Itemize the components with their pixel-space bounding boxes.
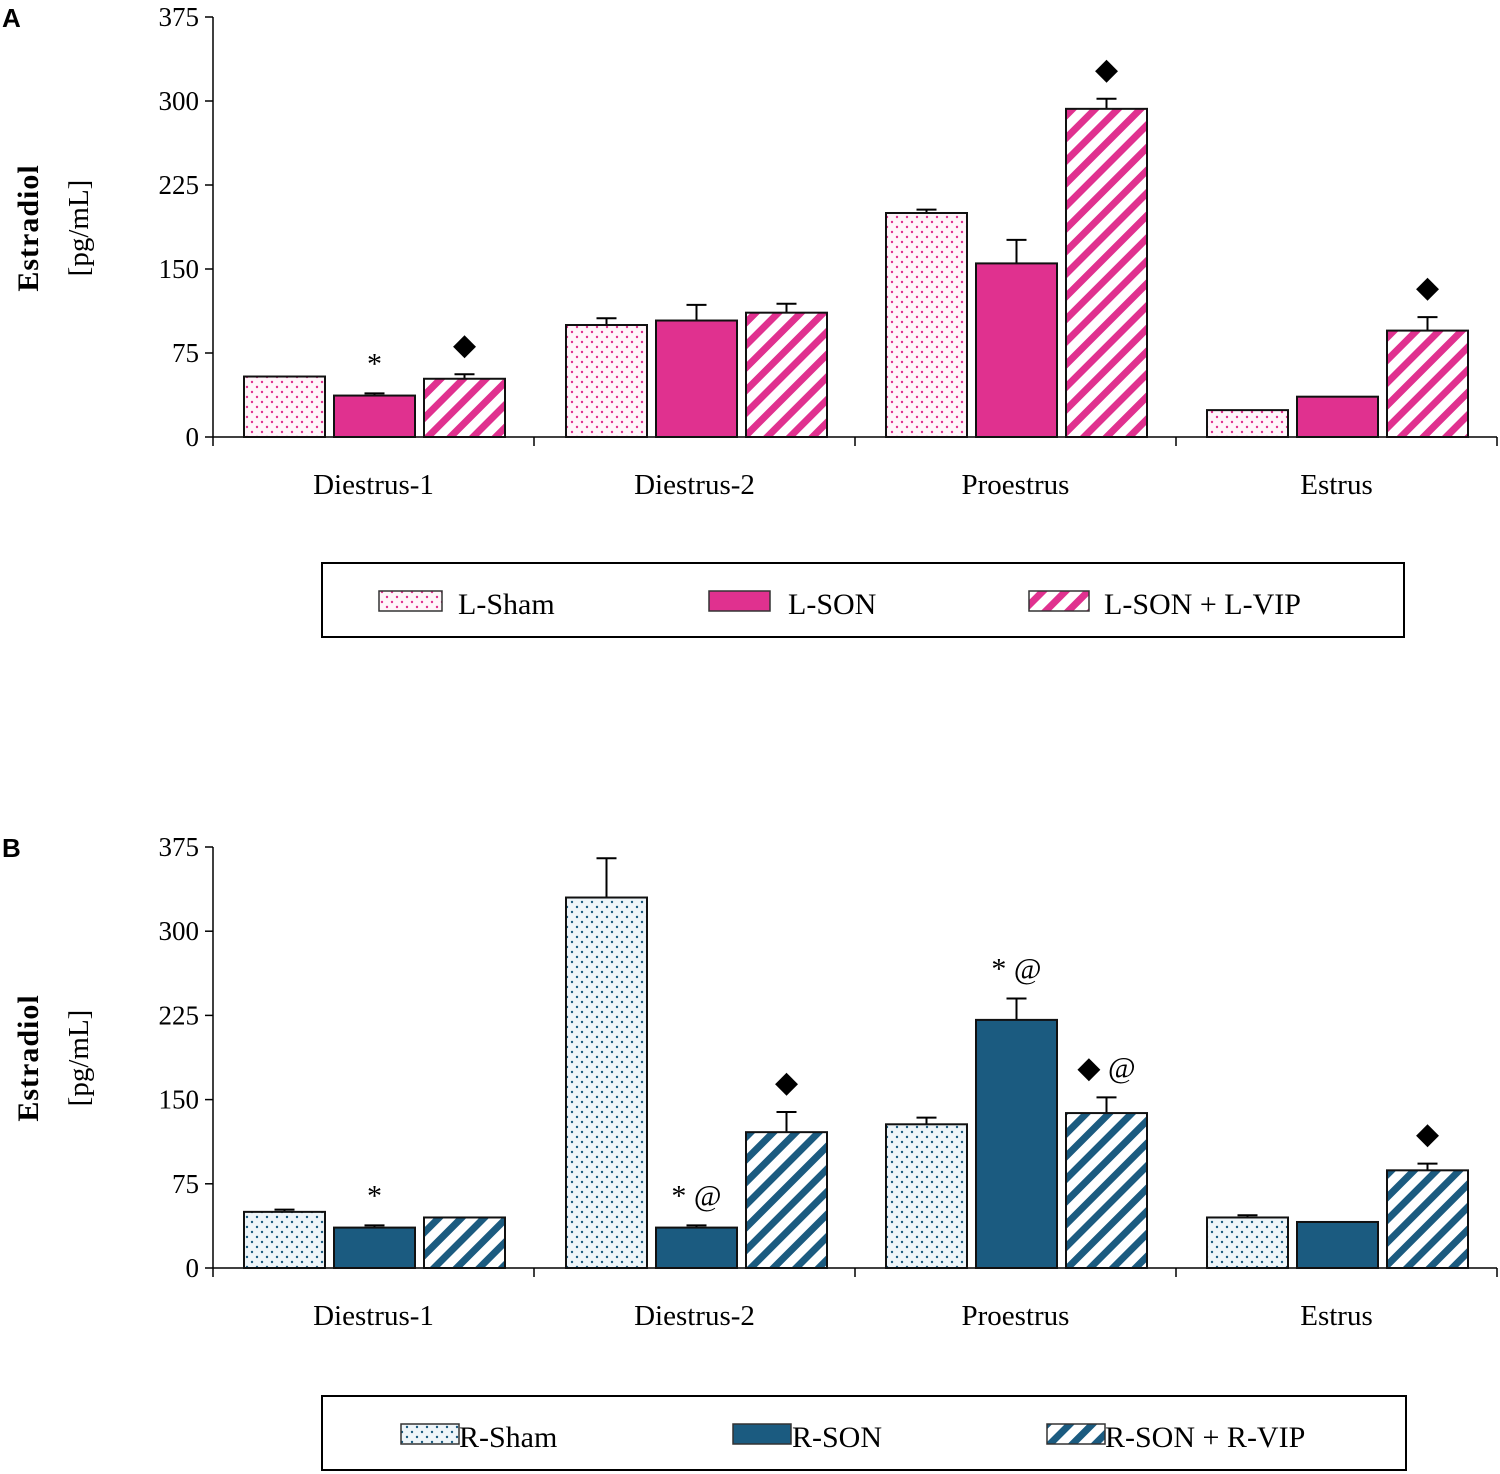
- bar: [745, 1131, 828, 1270]
- y-tick-label: 0: [186, 1253, 200, 1283]
- significance-marker: ◆: [1416, 271, 1439, 304]
- legend: [321, 562, 1405, 638]
- y-tick-label: 0: [186, 422, 200, 452]
- bar: [243, 375, 326, 438]
- legend-item: R-Sham: [400, 1421, 557, 1454]
- significance-marker: * @: [671, 1179, 721, 1212]
- x-tick-label: Diestrus-2: [634, 1300, 755, 1332]
- bar: [1206, 409, 1289, 438]
- y-axis-unit: [pg/mL]: [63, 1010, 95, 1107]
- bar: [745, 311, 828, 438]
- x-tick-label: Estrus: [1300, 469, 1373, 501]
- legend-label: R-SON + R-VIP: [1105, 1421, 1305, 1454]
- bar: [655, 1226, 738, 1269]
- legend-item: R-SON: [732, 1421, 882, 1454]
- bar: [565, 896, 648, 1270]
- legend-swatch: [708, 590, 771, 612]
- legend-label: L-Sham: [458, 588, 555, 621]
- significance-marker: ◆: [1095, 53, 1118, 86]
- bar: [1386, 329, 1469, 439]
- legend-label: L-SON + L-VIP: [1104, 588, 1301, 621]
- legend-swatch: [400, 1423, 460, 1445]
- x-tick-label: Diestrus-1: [313, 469, 434, 501]
- legend-label: R-Sham: [459, 1421, 557, 1454]
- significance-marker: ◆: [775, 1066, 798, 1099]
- bar: [1296, 1220, 1379, 1270]
- bar: [333, 394, 416, 438]
- x-tick-label: Diestrus-2: [634, 469, 755, 501]
- x-tick-label: Diestrus-1: [313, 1300, 434, 1332]
- y-tick-label: 300: [159, 86, 200, 116]
- y-axis-title: Estradiol: [12, 994, 45, 1121]
- bar: [885, 1123, 968, 1270]
- panel-label: A: [2, 3, 21, 33]
- significance-marker: ◆ @: [1077, 1051, 1135, 1084]
- legend-label: R-SON: [792, 1421, 882, 1454]
- bar: [423, 377, 506, 439]
- y-tick-label: 375: [159, 832, 200, 862]
- bar: [975, 262, 1058, 438]
- y-axis-title: Estradiol: [12, 164, 45, 291]
- y-tick-label: 75: [172, 1169, 199, 1199]
- panel-label: B: [2, 833, 21, 863]
- legend-swatch: [378, 590, 443, 612]
- chart-panel-a: A Estradiol [pg/mL] 0 75 150 225 300 375 Diest…: [2, 2, 1498, 638]
- significance-marker: * @: [991, 953, 1041, 986]
- y-tick-label: 225: [159, 1000, 200, 1030]
- bar: [1206, 1216, 1289, 1269]
- significance-marker: *: [367, 1179, 382, 1212]
- y-axis-unit: [pg/mL]: [63, 180, 95, 277]
- legend: [321, 1395, 1407, 1471]
- bar: [423, 1216, 506, 1269]
- y-tick-label: 150: [159, 254, 200, 284]
- y-tick-label: 225: [159, 170, 200, 200]
- significance-marker: ◆: [453, 328, 476, 361]
- legend-label: L-SON: [788, 588, 876, 621]
- bar: [1065, 107, 1148, 438]
- legend-swatch: [1046, 1423, 1106, 1445]
- legend-item: L-SON + L-VIP: [1028, 588, 1301, 621]
- bar: [1065, 1112, 1148, 1270]
- y-tick-label: 75: [172, 338, 199, 368]
- legend-item: R-SON + R-VIP: [1046, 1421, 1305, 1454]
- legend-item: L-SON: [708, 588, 876, 621]
- bar: [565, 324, 648, 438]
- x-tick-label: Proestrus: [962, 1300, 1070, 1332]
- bar: [333, 1226, 416, 1269]
- bar: [1296, 395, 1379, 438]
- bar: [655, 319, 738, 438]
- legend-swatch: [732, 1423, 792, 1445]
- plot-area: 0 75 150 225 300 375 Diestrus-1 Diestrus-2 Proes…: [159, 2, 1498, 501]
- y-tick-label: 300: [159, 916, 200, 946]
- x-tick-label: Estrus: [1300, 1300, 1373, 1332]
- plot-area: 0 75 150 225 300 375 Diestrus-1 Diestrus-2 Proes…: [159, 832, 1498, 1332]
- significance-marker: ◆: [1416, 1118, 1439, 1151]
- bar: [243, 1210, 326, 1270]
- bar: [885, 212, 968, 438]
- significance-marker: *: [367, 347, 382, 380]
- x-tick-label: Proestrus: [962, 469, 1070, 501]
- bar: [1386, 1169, 1469, 1269]
- legend-swatch: [1028, 590, 1090, 612]
- chart-panel-b: B Estradiol [pg/mL] 0 75 150 225 300 375 Diest…: [2, 832, 1498, 1471]
- bar: [975, 1018, 1058, 1270]
- y-tick-label: 150: [159, 1085, 200, 1115]
- legend-item: L-Sham: [378, 588, 555, 621]
- y-tick-label: 375: [159, 2, 200, 32]
